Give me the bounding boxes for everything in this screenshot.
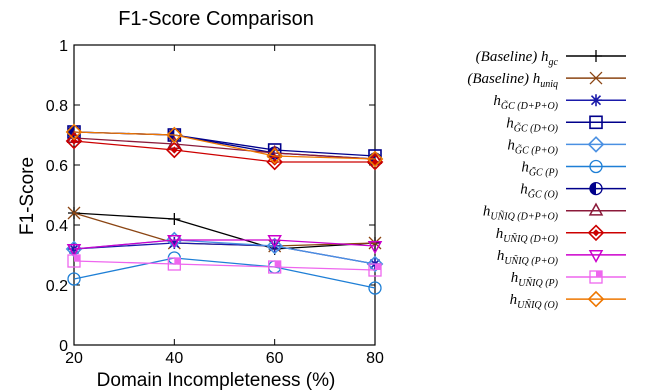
- data-point: [268, 260, 282, 274]
- x-tick-label: 60: [266, 350, 284, 367]
- data-point: [168, 237, 181, 249]
- series-10: [67, 254, 382, 277]
- legend-label: hUÑIQ (D+P+O): [483, 204, 559, 223]
- legend-marker: [589, 181, 603, 196]
- data-point: [366, 255, 384, 273]
- legend-label: hG̃C (P+O): [507, 137, 558, 156]
- legend-entry: hUÑIQ (D+P+O): [483, 202, 626, 223]
- legend-entry: hG̃C (D+P+O): [493, 93, 626, 112]
- legend-entry: hUÑIQ (P+O): [497, 248, 626, 267]
- legend-marker: [587, 136, 605, 153]
- series-11: [65, 123, 384, 168]
- data-point: [266, 153, 283, 171]
- legend-marker: [589, 115, 603, 130]
- series-line: [73, 260, 376, 271]
- plot-area: [65, 123, 384, 295]
- legend-entry: (Baseline) hgc: [476, 49, 626, 68]
- legend: (Baseline) hgc (Baseline) huniq hG̃C (D+P+…: [467, 49, 626, 311]
- x-tick-label: 80: [366, 350, 384, 367]
- data-point: [65, 132, 83, 150]
- legend-entry: hG̃C (P+O): [507, 136, 626, 156]
- y-tick-label: 1: [59, 38, 68, 55]
- series-line: [73, 239, 376, 250]
- series-9: [66, 235, 383, 258]
- x-axis-label: Domain Incompleteness (%): [97, 370, 336, 390]
- series-line: [73, 137, 376, 160]
- legend-label: hG̃C (D+P+O): [493, 93, 558, 112]
- data-point: [167, 235, 182, 249]
- legend-marker: [587, 224, 605, 242]
- legend-label: hUÑIQ (D+O): [496, 226, 559, 245]
- data-point: [166, 141, 183, 159]
- legend-marker: [587, 290, 605, 308]
- chart-title: F1-Score Comparison: [118, 8, 314, 30]
- legend-entry: hUÑIQ (O): [510, 290, 626, 311]
- series-line: [73, 131, 376, 160]
- data-point: [366, 150, 384, 168]
- legend-entry: hUÑIQ (P): [511, 270, 626, 289]
- legend-marker: [589, 270, 603, 284]
- data-point: [67, 254, 81, 268]
- series-line: [73, 212, 376, 250]
- series-7: [66, 129, 383, 164]
- series-line: [73, 212, 376, 247]
- legend-marker: [589, 159, 603, 174]
- legend-marker: [588, 249, 604, 264]
- legend-entry: hG̃C (P): [521, 160, 626, 179]
- series-5: [67, 251, 382, 295]
- data-point: [368, 236, 382, 250]
- data-point: [368, 281, 382, 295]
- data-point: [65, 123, 83, 141]
- y-tick-label: 0: [59, 338, 68, 355]
- legend-label: hUÑIQ (P+O): [497, 248, 559, 267]
- series-line: [73, 140, 375, 163]
- data-point: [166, 126, 183, 144]
- plot-frame: [73, 44, 376, 346]
- legend-label: hUÑIQ (P): [511, 270, 559, 289]
- data-point: [266, 147, 283, 165]
- data-point: [368, 263, 382, 277]
- legend-marker: [590, 94, 602, 107]
- legend-label: hG̃C (D+O): [506, 115, 558, 134]
- data-point: [267, 235, 282, 249]
- data-point: [167, 257, 181, 271]
- series-0: [68, 207, 381, 255]
- legend-label: hUÑIQ (O): [510, 292, 559, 311]
- data-point: [266, 237, 283, 255]
- legend-label: (Baseline) huniq: [467, 71, 558, 90]
- y-tick-label: 0.2: [46, 278, 68, 295]
- y-axis-label: F1-Score: [17, 157, 38, 235]
- data-point: [67, 272, 81, 286]
- x-tick-label: 40: [165, 350, 183, 367]
- legend-entry: (Baseline) huniq: [467, 71, 626, 90]
- series-line: [73, 257, 376, 289]
- legend-label: (Baseline) hgc: [476, 49, 559, 68]
- data-point: [168, 213, 181, 225]
- legend-entry: hG̃C (D+O): [506, 115, 626, 134]
- legend-label: hG̃C (O): [520, 182, 558, 201]
- x-tick-label: 20: [65, 350, 83, 367]
- legend-entry: hG̃C (O): [520, 182, 626, 201]
- data-point: [67, 206, 81, 220]
- series-8: [65, 132, 384, 171]
- legend-marker: [588, 202, 604, 216]
- data-point: [367, 241, 383, 255]
- y-tick-label: 0.6: [46, 158, 68, 175]
- axis-ticks: 20 40 60 80 0 0.2 0.4 0.6 0.8 1: [46, 38, 384, 367]
- legend-entry: hUÑIQ (D+O): [496, 224, 626, 245]
- legend-marker: [590, 50, 602, 62]
- data-point: [66, 244, 82, 258]
- legend-label: hG̃C (P): [521, 160, 558, 179]
- y-tick-label: 0.8: [46, 98, 68, 115]
- legend-marker: [589, 71, 603, 85]
- y-tick-label: 0.4: [46, 218, 68, 235]
